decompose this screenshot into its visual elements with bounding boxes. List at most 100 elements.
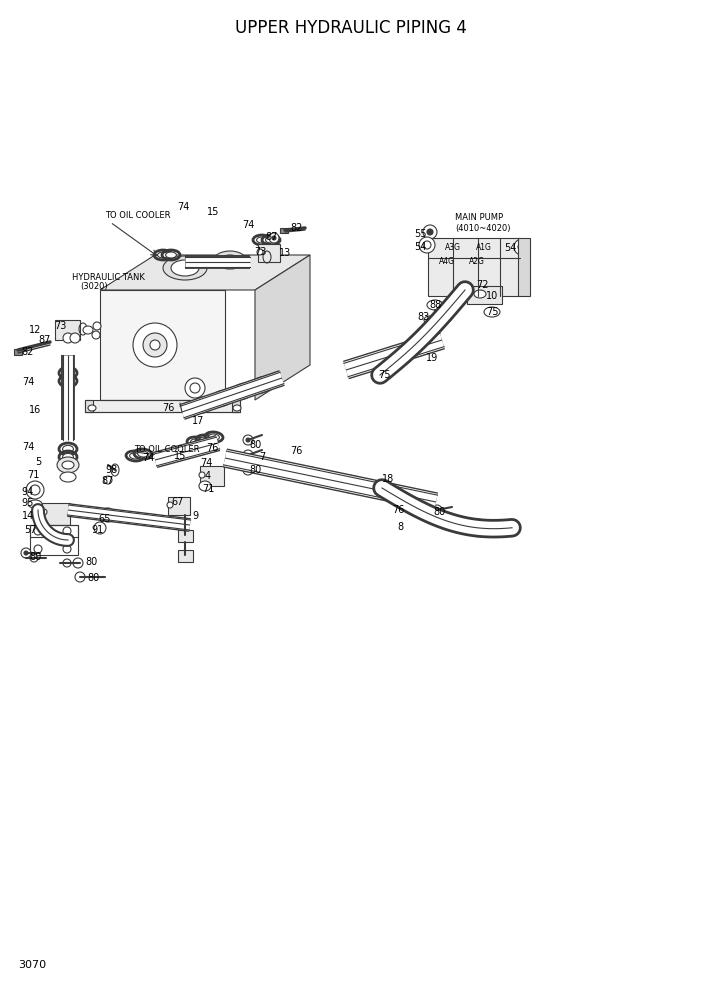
Ellipse shape: [166, 252, 176, 258]
Ellipse shape: [386, 350, 402, 360]
Bar: [168, 497, 190, 515]
Ellipse shape: [269, 233, 279, 243]
Ellipse shape: [199, 472, 205, 478]
Text: 67: 67: [172, 497, 184, 507]
Text: 71: 71: [201, 484, 214, 494]
Ellipse shape: [130, 453, 140, 459]
Ellipse shape: [185, 378, 205, 398]
Ellipse shape: [199, 481, 211, 491]
Text: 74: 74: [22, 377, 34, 387]
Ellipse shape: [171, 260, 199, 276]
Bar: [467, 286, 502, 304]
Text: TO OIL COOLER: TO OIL COOLER: [105, 210, 171, 219]
Text: 80: 80: [434, 507, 446, 517]
Text: (3020): (3020): [80, 283, 107, 292]
Ellipse shape: [75, 572, 85, 582]
Ellipse shape: [265, 237, 277, 243]
Bar: [14, 349, 22, 355]
Ellipse shape: [104, 476, 112, 484]
Text: 74: 74: [142, 453, 154, 463]
Text: UPPER HYDRAULIC PIPING 4: UPPER HYDRAULIC PIPING 4: [235, 19, 467, 37]
Text: 5: 5: [35, 457, 41, 467]
Ellipse shape: [257, 237, 267, 243]
Text: (4010~4020): (4010~4020): [455, 223, 510, 232]
Ellipse shape: [418, 329, 430, 342]
Text: 76: 76: [392, 505, 404, 515]
Ellipse shape: [419, 237, 435, 253]
Text: 87: 87: [102, 476, 114, 486]
Ellipse shape: [260, 462, 275, 472]
Text: 73: 73: [254, 247, 266, 257]
Ellipse shape: [83, 326, 93, 334]
Text: 83: 83: [417, 312, 429, 322]
Ellipse shape: [111, 464, 119, 476]
Bar: [178, 550, 193, 562]
Bar: [42, 503, 70, 525]
Text: A2G: A2G: [469, 257, 485, 266]
Ellipse shape: [427, 300, 443, 310]
Text: 75: 75: [378, 370, 390, 380]
Ellipse shape: [423, 241, 431, 249]
Polygon shape: [255, 255, 310, 400]
Text: 57: 57: [24, 525, 37, 535]
Ellipse shape: [63, 545, 71, 553]
Ellipse shape: [405, 500, 420, 511]
Ellipse shape: [233, 405, 241, 411]
Ellipse shape: [163, 256, 207, 280]
Bar: [232, 400, 240, 412]
Text: 15: 15: [174, 451, 186, 461]
Text: 74: 74: [22, 442, 34, 452]
Ellipse shape: [62, 445, 74, 452]
Text: 4: 4: [205, 471, 211, 481]
Ellipse shape: [246, 438, 250, 442]
Polygon shape: [100, 290, 225, 400]
Ellipse shape: [34, 527, 42, 535]
Bar: [200, 466, 224, 486]
Ellipse shape: [411, 342, 425, 352]
Ellipse shape: [101, 508, 115, 522]
Ellipse shape: [94, 522, 106, 534]
Text: MAIN PUMP: MAIN PUMP: [455, 213, 503, 222]
Polygon shape: [100, 255, 310, 290]
Ellipse shape: [133, 323, 177, 367]
Text: A4G: A4G: [439, 257, 455, 266]
Text: 91: 91: [92, 525, 104, 535]
Ellipse shape: [24, 551, 28, 555]
Ellipse shape: [397, 349, 410, 362]
Ellipse shape: [243, 450, 253, 460]
Ellipse shape: [208, 434, 220, 440]
Text: 80: 80: [250, 440, 262, 450]
Ellipse shape: [105, 512, 111, 518]
Ellipse shape: [93, 322, 101, 330]
Text: 87: 87: [266, 232, 278, 242]
Text: 73: 73: [54, 321, 66, 331]
Text: HYDRAULIC TANK: HYDRAULIC TANK: [72, 274, 145, 283]
Text: 13: 13: [279, 248, 291, 258]
Ellipse shape: [439, 516, 455, 526]
Bar: [258, 244, 280, 262]
Ellipse shape: [57, 457, 79, 473]
Text: 80: 80: [86, 557, 98, 567]
Ellipse shape: [63, 333, 73, 343]
Text: 82: 82: [291, 223, 303, 233]
Text: 18: 18: [382, 474, 394, 484]
Ellipse shape: [30, 485, 40, 495]
Text: 71: 71: [27, 470, 39, 480]
Text: 19: 19: [426, 353, 438, 363]
Text: 82: 82: [22, 347, 34, 357]
Ellipse shape: [143, 333, 167, 357]
Ellipse shape: [21, 548, 31, 558]
Text: 65: 65: [99, 514, 111, 524]
Bar: [85, 400, 240, 412]
Text: 76: 76: [162, 403, 174, 413]
Ellipse shape: [243, 435, 253, 445]
Text: 8: 8: [397, 522, 403, 532]
Ellipse shape: [62, 377, 74, 385]
Ellipse shape: [255, 380, 269, 390]
Text: A3G: A3G: [445, 243, 461, 253]
Text: 80: 80: [250, 465, 262, 475]
Text: 98: 98: [106, 465, 118, 475]
Text: 74: 74: [200, 458, 212, 468]
Ellipse shape: [257, 249, 263, 255]
Text: 55: 55: [413, 229, 426, 239]
